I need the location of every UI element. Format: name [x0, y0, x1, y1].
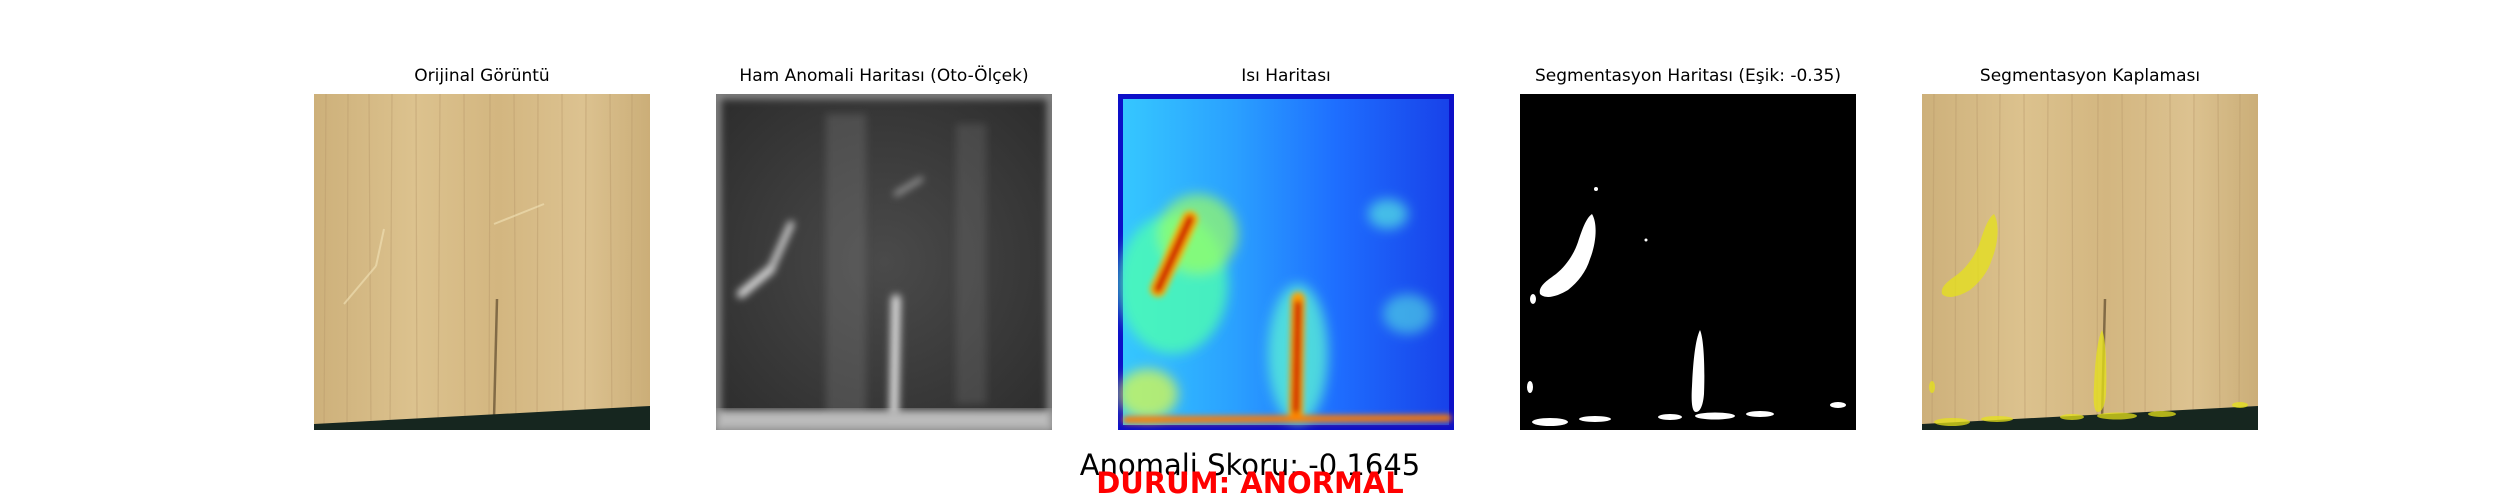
anomaly-score-label: Anomali Skoru: -0.1645 — [1079, 448, 1421, 482]
segmentation-overlay — [1922, 94, 2258, 430]
status-label: DURUM: ANORMAL — [1096, 466, 1404, 500]
panel-title-heatmap: Isı Haritası — [1241, 66, 1331, 86]
panel-title-overlay: Segmentasyon Kaplaması — [1979, 66, 2201, 86]
panel-title-original: Orijinal Görüntü — [414, 66, 550, 86]
jet-heatmap — [1118, 94, 1454, 430]
panel-title-segmentation: Segmentasyon Haritası (Eşik: -0.35) — [1535, 66, 1841, 86]
grayscale-anomaly-map — [716, 94, 1052, 430]
wood-surface-image — [314, 94, 650, 430]
binary-segmentation-mask — [1520, 94, 1856, 430]
panel-title-raw-anomaly: Ham Anomali Haritası (Oto-Ölçek) — [739, 66, 1029, 86]
